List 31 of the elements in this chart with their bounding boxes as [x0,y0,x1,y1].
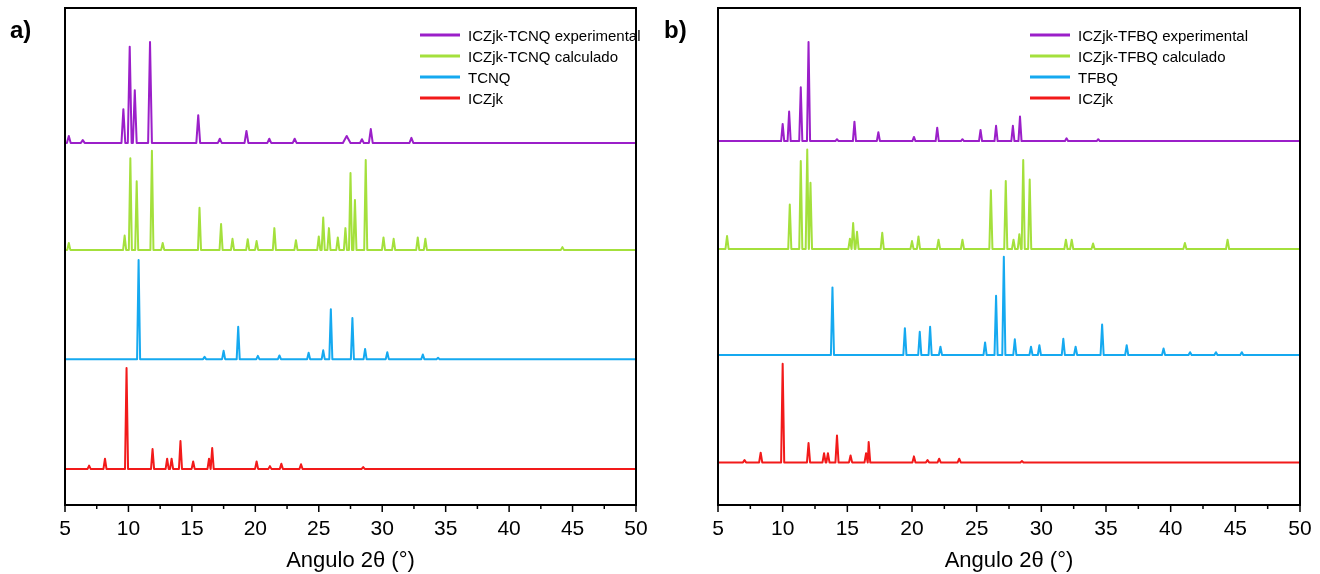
legend-label: ICZjk-TFBQ experimental [1078,27,1249,44]
x-tick-label: 40 [497,516,521,539]
x-tick-label: 20 [900,516,924,539]
x-tick-label: 25 [964,516,989,539]
x-tick-label: 30 [370,516,394,539]
x-tick-label: 45 [560,516,585,539]
chart-title: b) [664,16,687,43]
x-tick-label: 5 [712,516,724,539]
legend-label: ICZjk-TFBQ calculado [1078,48,1226,65]
x-tick-label: 30 [1029,516,1054,539]
x-tick-label: 5 [59,516,71,539]
x-tick-label: 35 [433,516,458,539]
x-tick-label: 20 [243,516,268,539]
x-tick-label: 10 [770,516,795,539]
legend-label: TFBQ [1078,69,1118,86]
legend-label: ICZjk [468,90,504,107]
x-tick-label: 50 [624,516,648,539]
x-tick-label: 25 [307,516,331,539]
x-tick-label: 15 [180,516,204,539]
legend-label: ICZjk [1078,90,1114,107]
x-tick-label: 45 [1223,516,1248,539]
x-axis-title: Angulo 2θ (°) [286,547,415,572]
legend-label: ICZjk-TCNQ calculado [468,48,619,65]
x-tick-label: 35 [1094,516,1118,539]
x-tick-label: 50 [1288,516,1312,539]
chart-title: a) [10,16,32,43]
x-tick-label: 10 [116,516,141,539]
legend-label: TCNQ [468,69,511,86]
x-tick-label: 15 [835,516,860,539]
x-axis-title: Angulo 2θ (°) [944,547,1074,572]
x-tick-label: 40 [1158,516,1183,539]
